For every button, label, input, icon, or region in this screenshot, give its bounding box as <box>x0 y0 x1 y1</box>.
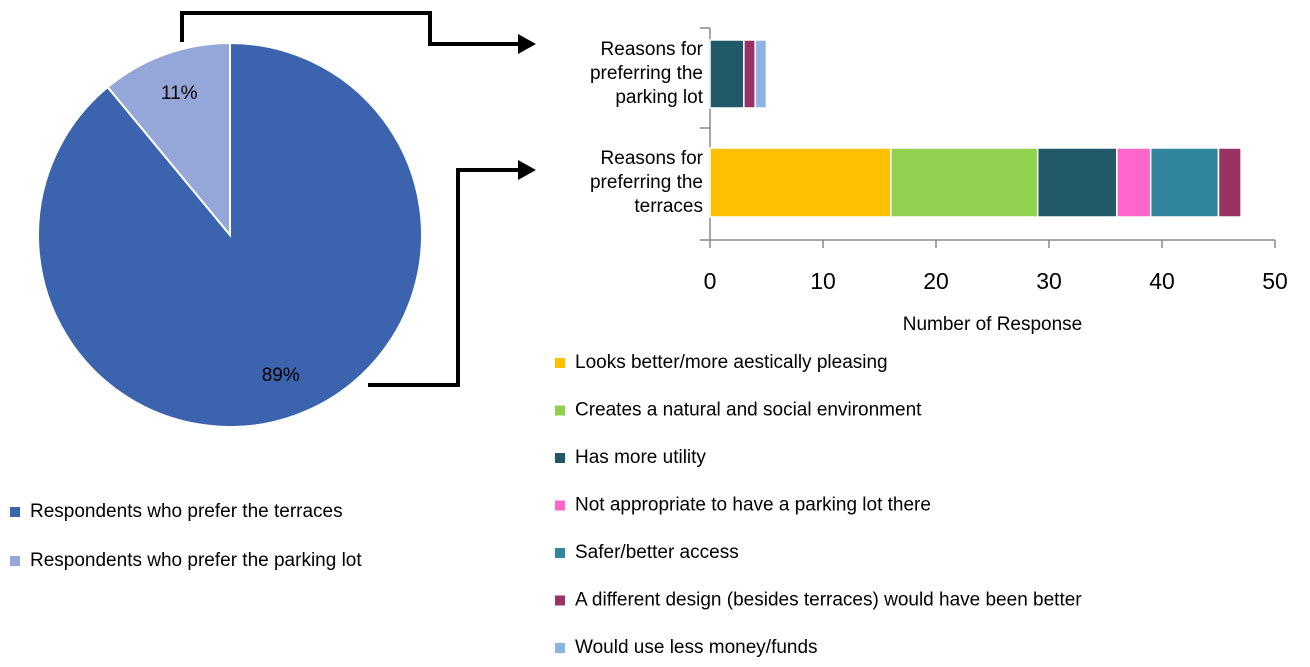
bar-segment <box>1149 147 1220 218</box>
legend-label: A different design (besides terraces) wo… <box>575 590 1082 611</box>
legend-swatch <box>555 500 565 511</box>
arrow-head <box>518 34 536 54</box>
bar-segment <box>709 39 745 109</box>
category-label-text: Reasons for preferring the terraces <box>589 147 703 217</box>
legend-label: Would use less money/funds <box>575 637 818 658</box>
legend-label: Respondents who prefer the parking lot <box>30 550 362 571</box>
legend-swatch <box>555 405 565 416</box>
legend-label: Looks better/more aestically pleasing <box>575 352 888 373</box>
x-tick-label: 40 <box>1149 268 1175 294</box>
legend-swatch <box>555 595 565 606</box>
x-tick-label: 10 <box>810 268 836 294</box>
x-axis-label: Number of Response <box>903 314 1083 335</box>
legend-swatch <box>10 556 20 566</box>
legend-swatch <box>10 507 20 517</box>
x-tick-label: 30 <box>1036 268 1062 294</box>
slice-label: 11% <box>161 83 198 104</box>
pie-slice <box>106 41 231 238</box>
bar-segment <box>1217 147 1242 218</box>
arrow-line <box>180 11 520 46</box>
arrow-line <box>368 168 520 387</box>
bar-segment <box>890 147 1039 218</box>
legend-label: Creates a natural and social environment <box>575 400 922 421</box>
category-label: Reasons for preferring the parking lot <box>589 39 703 108</box>
legend-swatch <box>555 548 565 558</box>
category-label-text: Reasons for preferring the parking lot <box>589 39 703 108</box>
legend-label: Respondents who prefer the terraces <box>30 501 343 522</box>
bar-segment <box>1036 147 1118 218</box>
legend-label: Not appropriate to have a parking lot th… <box>575 495 931 516</box>
legend-swatch <box>555 453 565 463</box>
legend-swatch <box>555 643 565 653</box>
arrow-head <box>518 160 536 180</box>
bar-segment <box>709 147 892 218</box>
x-tick-label: 50 <box>1262 268 1288 294</box>
slice-label: 89% <box>262 365 300 386</box>
bar-segment <box>1116 147 1152 218</box>
category-label: Reasons for preferring the terraces <box>589 147 703 217</box>
connector-arrows <box>180 11 520 387</box>
legend-label: Safer/better access <box>575 542 739 563</box>
x-tick-label: 0 <box>704 268 717 294</box>
bar-segment <box>754 39 768 109</box>
legend-swatch <box>555 358 565 368</box>
bar-segment <box>743 39 756 109</box>
legend-label: Has more utility <box>575 447 706 468</box>
x-tick-label: 20 <box>923 268 949 294</box>
